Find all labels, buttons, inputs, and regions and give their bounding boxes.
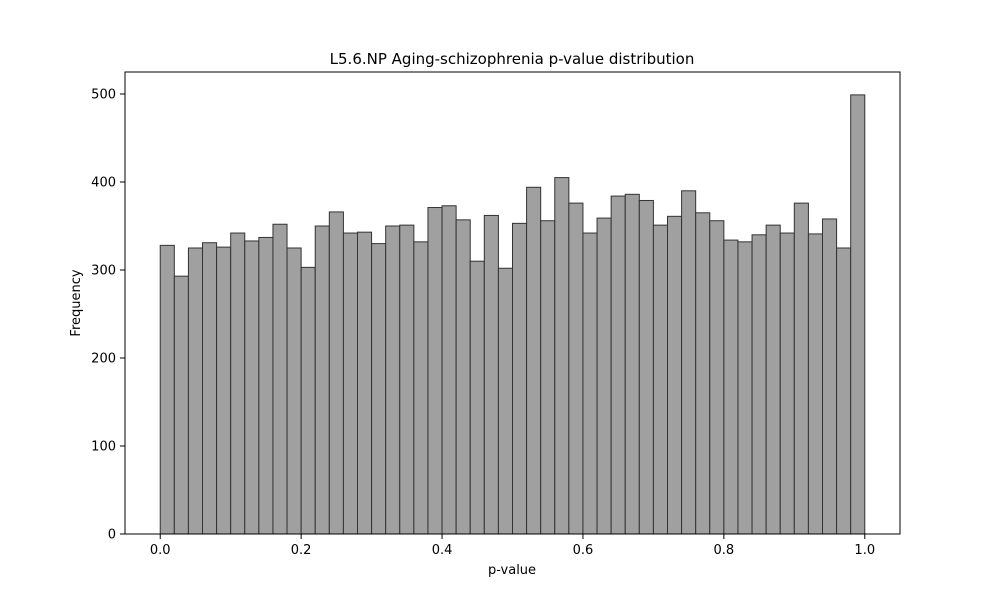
histogram-bar (596, 217, 612, 535)
histogram-bar (258, 236, 274, 535)
x-axis-ticks: 0.0 0.2 0.4 0.6 0.8 1.0 (150, 534, 875, 558)
y-tick-label: 500 (91, 88, 116, 103)
histogram-bar (342, 232, 358, 535)
histogram-bar (624, 193, 640, 535)
histogram-bar (357, 231, 373, 535)
histogram-bar (610, 195, 626, 535)
x-tick-label: 0.4 (432, 543, 453, 558)
histogram-bar (159, 244, 175, 535)
histogram-bar (667, 215, 683, 535)
histogram-bar (709, 220, 725, 535)
histogram-bar (850, 94, 866, 535)
histogram-bar (652, 224, 669, 535)
y-tick-label: 100 (91, 440, 116, 455)
histogram-bar (554, 177, 570, 535)
x-tick-label: 1.0 (854, 543, 875, 558)
x-axis-label: p-value (488, 563, 536, 578)
histogram-bar (216, 246, 232, 535)
histogram-bar (173, 275, 189, 535)
histogram-bar (568, 202, 584, 535)
bars-group (159, 94, 866, 535)
histogram-bar (286, 247, 302, 535)
histogram-bar (765, 224, 781, 535)
histogram-bar (807, 233, 824, 535)
histogram-bar (202, 242, 218, 535)
histogram-bar (328, 211, 344, 535)
x-tick-label: 0.6 (573, 543, 594, 558)
histogram-bar (371, 243, 387, 535)
histogram-bar (455, 219, 471, 535)
histogram-bar (779, 232, 795, 535)
histogram-bar (638, 199, 654, 535)
plot-frame (124, 71, 901, 535)
histogram-bar (822, 218, 838, 535)
histogram-bar (836, 247, 852, 535)
histogram-bar (681, 190, 697, 535)
y-tick-label: 0 (108, 528, 116, 543)
histogram-bar (526, 186, 542, 535)
histogram-bar (737, 241, 753, 535)
histogram-bar (751, 234, 767, 535)
histogram-bar (695, 212, 711, 535)
histogram-bar (413, 241, 429, 535)
histogram-bar (793, 202, 809, 535)
histogram-bar (427, 207, 443, 535)
y-tick-label: 300 (91, 264, 116, 279)
histogram-bar (723, 239, 739, 535)
histogram-bar (399, 224, 415, 535)
histogram-bar (272, 223, 288, 535)
y-axis-ticks: 0 100 200 300 400 500 (91, 88, 125, 543)
histogram-bar (582, 232, 598, 535)
histogram-bar (469, 260, 485, 535)
histogram-bar (314, 225, 330, 535)
histogram-bar (230, 232, 246, 535)
y-tick-label: 200 (91, 352, 116, 367)
histogram-bar (512, 222, 528, 535)
y-tick-label: 400 (91, 176, 116, 191)
chart-title: L5.6.NP Aging-schizophrenia p-value dist… (330, 50, 695, 68)
x-tick-label: 0.0 (150, 543, 171, 558)
histogram-bar (483, 214, 499, 535)
x-tick-label: 0.8 (714, 543, 735, 558)
histogram-bar (497, 267, 513, 535)
histogram-bar (385, 225, 401, 535)
histogram-bar (441, 205, 457, 535)
histogram-bar (244, 240, 260, 535)
histogram-bar (540, 220, 556, 535)
x-tick-label: 0.2 (291, 543, 312, 558)
y-axis-label: Frequency (69, 269, 84, 336)
histogram-bar (187, 247, 203, 535)
histogram-bar (300, 266, 316, 535)
